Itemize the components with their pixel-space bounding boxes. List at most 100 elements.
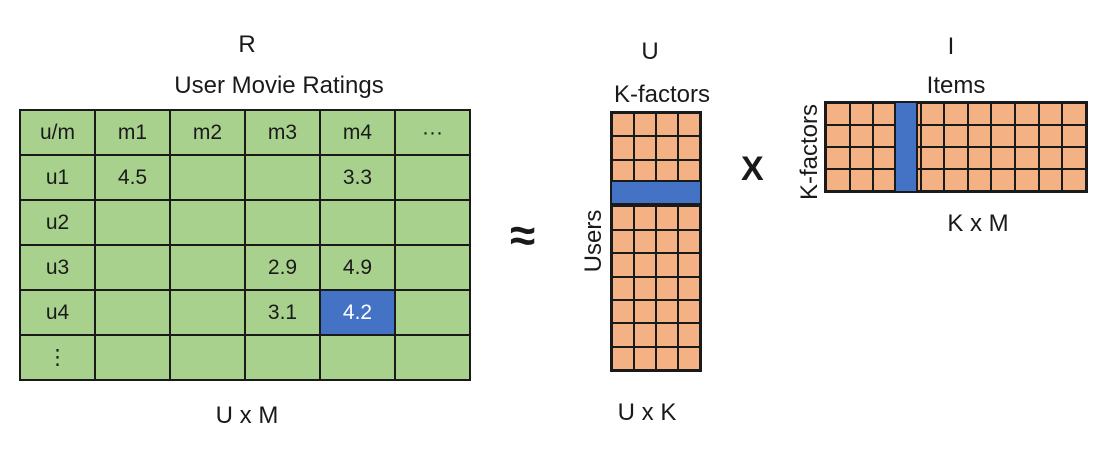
table-cell: u2 <box>19 199 96 246</box>
matrix-cell <box>612 323 634 347</box>
ratings-matrix-dims: U x M <box>215 402 279 429</box>
matrix-cell <box>634 113 656 137</box>
matrix-cell <box>678 323 700 347</box>
matrix-cell <box>826 169 850 191</box>
table-row: u2 <box>19 199 471 246</box>
table-cell <box>319 199 396 246</box>
matrix-cell <box>826 103 850 125</box>
matrix-cell <box>849 103 874 125</box>
matrix-cell <box>612 229 634 254</box>
matrix-cell <box>656 229 678 254</box>
table-cell <box>94 289 171 336</box>
matrix-cell <box>826 147 850 169</box>
table-cell <box>319 334 396 381</box>
matrix-cell <box>634 253 656 277</box>
matrix-cell <box>1038 147 1063 169</box>
item-matrix-dims: K x M <box>947 210 1009 237</box>
table-cell <box>394 334 471 381</box>
matrix-cell <box>634 229 656 254</box>
table-cell: m1 <box>94 109 171 156</box>
ratings-matrix-letter: R <box>238 31 256 58</box>
matrix-cell <box>1062 169 1086 191</box>
matrix-cell <box>656 323 678 347</box>
matrix-cell <box>944 103 968 125</box>
table-cell: 3.1 <box>244 289 321 336</box>
matrix-cell <box>920 147 945 169</box>
matrix-cell <box>656 113 678 137</box>
matrix-cell <box>991 103 1016 125</box>
table-cell <box>169 334 246 381</box>
matrix-cell <box>656 253 678 277</box>
matrix-cell <box>944 169 968 191</box>
user-matrix-highlighted-row <box>610 180 702 205</box>
matrix-cell <box>849 147 874 169</box>
matrix-cell <box>656 136 678 160</box>
item-matrix-letter: I <box>947 33 955 60</box>
matrix-cell <box>967 147 992 169</box>
matrix-cell <box>612 253 634 277</box>
matrix-cell <box>1015 125 1039 147</box>
table-cell <box>94 334 171 381</box>
matrix-cell <box>1038 103 1063 125</box>
table-cell: u3 <box>19 244 96 291</box>
table-cell <box>394 289 471 336</box>
table-cell: m3 <box>244 109 321 156</box>
table-cell: 4.2 <box>319 289 396 336</box>
user-matrix-cols-label: K-factors <box>613 81 711 108</box>
table-cell: 2.9 <box>244 244 321 291</box>
item-matrix-rows-label: K-factors <box>796 103 823 201</box>
user-matrix-dims: U x K <box>617 399 677 426</box>
matrix-cell <box>678 299 700 324</box>
table-header-row: u/m m1 m2 m3 m4 ··· <box>19 109 471 156</box>
matrix-cell <box>826 125 850 147</box>
matrix-cell <box>656 299 678 324</box>
matrix-cell <box>634 323 656 347</box>
table-cell: ⋮ <box>19 334 96 381</box>
matrix-cell <box>944 125 968 147</box>
matrix-cell <box>920 169 945 191</box>
item-matrix-highlighted-column <box>894 101 918 193</box>
table-cell: 4.5 <box>94 154 171 201</box>
user-matrix-rows-label: Users <box>580 209 607 273</box>
matrix-cell <box>656 276 678 300</box>
matrix-cell <box>634 276 656 300</box>
matrix-cell <box>634 136 656 160</box>
matrix-cell <box>678 276 700 300</box>
table-row: u3 2.9 4.9 <box>19 244 471 291</box>
matrix-cell <box>1015 103 1039 125</box>
table-cell: u/m <box>19 109 96 156</box>
table-cell <box>394 154 471 201</box>
matrix-cell <box>991 147 1016 169</box>
matrix-cell <box>678 113 700 137</box>
matrix-cell <box>656 346 678 370</box>
table-cell <box>94 199 171 246</box>
item-factor-matrix <box>824 101 1088 193</box>
multiply-symbol: X <box>741 150 764 188</box>
table-cell: m2 <box>169 109 246 156</box>
table-cell <box>169 154 246 201</box>
user-matrix-letter: U <box>641 38 659 65</box>
matrix-cell <box>849 125 874 147</box>
ratings-matrix-title: User Movie Ratings <box>174 72 384 99</box>
table-cell <box>169 199 246 246</box>
item-matrix-cols-label: Items <box>926 72 986 99</box>
matrix-cell <box>967 169 992 191</box>
matrix-cell <box>678 229 700 254</box>
matrix-cell <box>678 253 700 277</box>
table-cell <box>394 199 471 246</box>
matrix-cell <box>612 299 634 324</box>
matrix-cell <box>678 136 700 160</box>
table-cell <box>394 244 471 291</box>
matrix-cell <box>634 299 656 324</box>
matrix-cell <box>1038 125 1063 147</box>
matrix-cell <box>991 125 1016 147</box>
table-row: ⋮ <box>19 334 471 381</box>
matrix-cell <box>612 206 634 230</box>
approx-symbol: ≈ <box>510 209 536 261</box>
table-row: u1 4.5 3.3 <box>19 154 471 201</box>
table-cell: u1 <box>19 154 96 201</box>
ratings-table: u/m m1 m2 m3 m4 ··· u1 4.5 3.3 u2 u3 2.9 4.9 u4 3.1 4.2… <box>19 109 471 381</box>
matrix-cell <box>1062 125 1086 147</box>
table-row: u4 3.1 4.2 <box>19 289 471 336</box>
matrix-cell <box>920 103 945 125</box>
